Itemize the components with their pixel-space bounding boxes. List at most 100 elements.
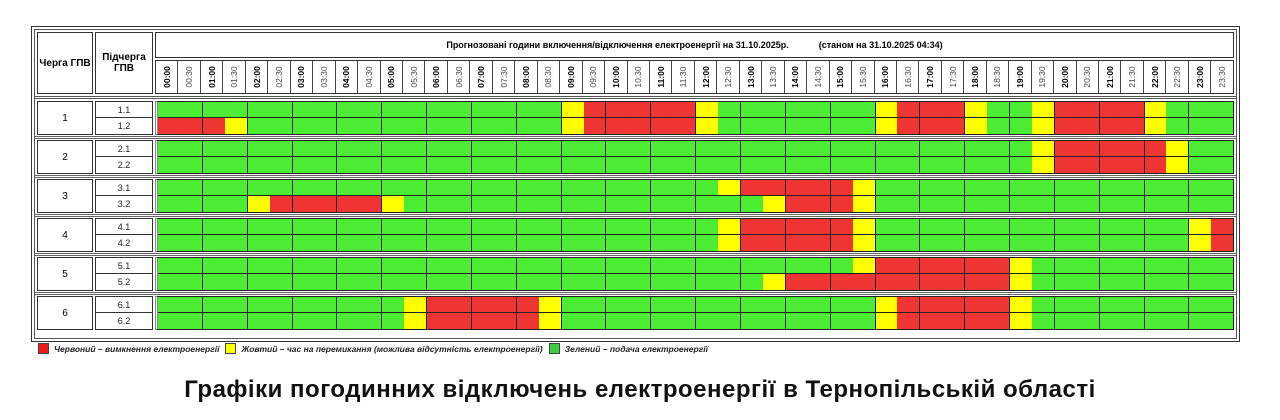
slot-power-on	[292, 141, 315, 156]
slot-outage	[942, 102, 966, 117]
slot-power-on	[158, 235, 180, 251]
slot-power-on	[337, 274, 360, 290]
time-header-cell: 18:00	[964, 61, 987, 93]
slot-switching	[762, 196, 786, 212]
slot-power-on	[382, 274, 405, 290]
slot-power-on	[247, 235, 270, 251]
slot-power-on	[224, 196, 248, 212]
slot-outage	[785, 274, 808, 290]
slot-outage	[493, 313, 517, 329]
slot-power-on	[404, 196, 428, 212]
time-header-cell: 16:30	[897, 61, 920, 93]
slot-power-on	[987, 141, 1011, 156]
slot-power-on	[1054, 313, 1077, 329]
time-header-cell: 10:00	[605, 61, 628, 93]
slot-power-on	[269, 274, 293, 290]
slot-outage	[179, 118, 203, 134]
slot-power-on	[1211, 196, 1234, 212]
time-header-cell: 22:00	[1144, 61, 1167, 93]
slot-power-on	[628, 141, 652, 156]
slot-outage	[471, 297, 494, 312]
slot-outage	[292, 196, 315, 212]
slot-power-on	[158, 219, 180, 234]
slot-outage	[807, 180, 831, 195]
slot-switching	[382, 196, 405, 212]
time-label: 04:30	[363, 66, 374, 88]
slot-power-on	[920, 157, 943, 173]
slot-power-on	[516, 102, 539, 117]
slot-outage	[965, 297, 988, 312]
slot-outage	[516, 313, 539, 329]
slot-outage	[987, 258, 1011, 273]
slot-outage	[785, 180, 808, 195]
slot-outage	[897, 297, 921, 312]
slot-power-on	[1166, 196, 1190, 212]
slot-power-on	[673, 313, 697, 329]
slot-outage	[606, 118, 629, 134]
time-label: 11:00	[655, 66, 666, 88]
slot-outage	[897, 102, 921, 117]
slot-outage	[987, 274, 1011, 290]
slot-outage	[1054, 157, 1077, 173]
time-label: 16:00	[880, 66, 891, 88]
slot-power-on	[314, 141, 338, 156]
slot-power-on	[875, 219, 898, 234]
slot-power-on	[314, 258, 338, 273]
slot-grid	[155, 218, 1234, 252]
slot-power-on	[785, 313, 808, 329]
slot-switching	[965, 118, 988, 134]
slot-power-on	[314, 102, 338, 117]
time-label: 14:30	[812, 66, 823, 88]
time-label: 05:00	[386, 66, 397, 88]
slot-power-on	[987, 235, 1011, 251]
subqueue-row-5.2	[158, 274, 1234, 290]
slot-power-on	[516, 141, 539, 156]
legend-label: Зелений – подача електроенергії	[564, 343, 708, 354]
slot-power-on	[606, 196, 629, 212]
slot-switching	[224, 118, 248, 134]
time-label: 15:00	[835, 66, 846, 88]
slot-switching	[875, 118, 898, 134]
time-header-cell: 18:30	[987, 61, 1010, 93]
slot-power-on	[651, 313, 674, 329]
slot-power-on	[696, 235, 719, 251]
slot-power-on	[538, 196, 562, 212]
slot-outage	[762, 235, 786, 251]
slot-power-on	[942, 196, 966, 212]
slot-power-on	[1099, 258, 1122, 273]
time-label: 09:00	[565, 66, 576, 88]
slot-power-on	[359, 219, 383, 234]
slot-power-on	[247, 297, 270, 312]
slot-power-on	[538, 235, 562, 251]
time-header-cell: 04:00	[336, 61, 359, 93]
slot-power-on	[427, 102, 449, 117]
slot-power-on	[1211, 118, 1234, 134]
slot-power-on	[337, 118, 360, 134]
subqueue-label: 3.1	[96, 180, 152, 196]
slot-power-on	[404, 118, 428, 134]
slot-power-on	[224, 180, 248, 195]
slot-power-on	[202, 274, 225, 290]
subqueue-row-6.1	[158, 297, 1234, 313]
slot-power-on	[920, 141, 943, 156]
slot-power-on	[493, 118, 517, 134]
slot-outage	[448, 313, 472, 329]
slot-outage	[920, 297, 943, 312]
slot-power-on	[471, 219, 494, 234]
slot-switching	[762, 274, 786, 290]
time-label: 13:30	[767, 66, 778, 88]
slot-power-on	[1166, 118, 1190, 134]
slot-power-on	[651, 235, 674, 251]
slot-power-on	[538, 180, 562, 195]
time-label: 06:30	[453, 66, 464, 88]
slot-power-on	[516, 258, 539, 273]
time-label: 01:30	[229, 66, 240, 88]
slot-power-on	[448, 219, 472, 234]
slot-power-on	[1031, 235, 1055, 251]
subqueue-label: 1.2	[117, 121, 131, 131]
slot-power-on	[852, 297, 876, 312]
slot-power-on	[606, 313, 629, 329]
slot-power-on	[427, 157, 449, 173]
slot-power-on	[1099, 297, 1122, 312]
slot-power-on	[1076, 180, 1100, 195]
